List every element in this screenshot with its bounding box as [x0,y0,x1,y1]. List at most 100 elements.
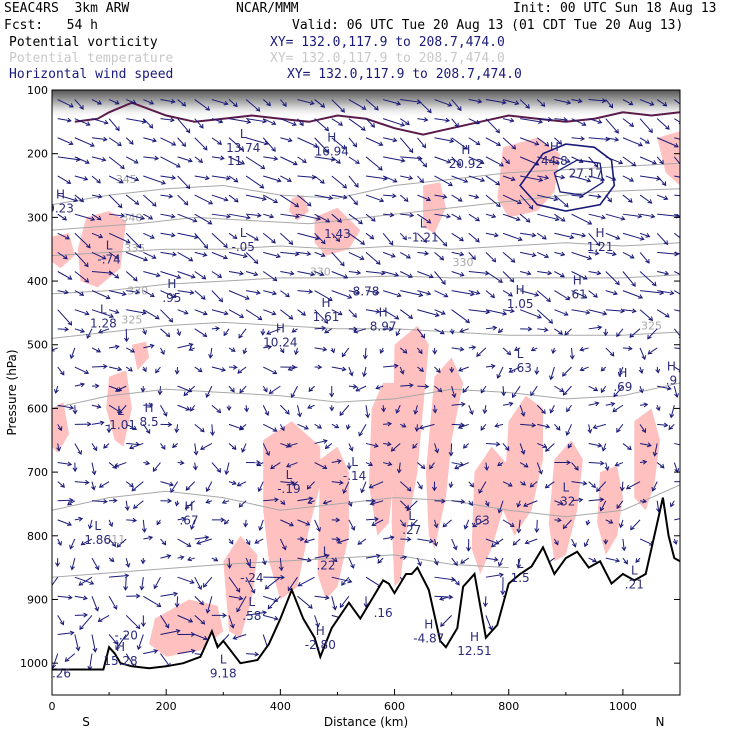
wind-vector [57,499,73,502]
wind-vector-head [626,445,632,451]
wind-vector [228,156,245,165]
wind-vector-head [412,444,417,449]
wind-vector-head [67,521,72,526]
wind-vector-head [308,289,314,295]
wind-vector-head [563,117,568,123]
wind-vector [160,347,165,355]
wind-vector-head [496,373,502,379]
wind-vector-head [578,497,584,503]
wind-vector [571,290,587,299]
wind-vector [554,290,570,301]
wind-vector-head [133,159,139,164]
wind-vector-head [136,645,142,651]
wind-vector [108,290,126,295]
wind-vector [417,271,434,278]
wind-vector-head [544,483,550,489]
wind-vector [228,595,243,600]
wind-vector-head [264,411,270,416]
wind-vector-head [499,162,504,167]
wind-vector-head [184,504,190,510]
x-tick-label: 600 [384,700,405,713]
wind-vector [297,271,315,276]
wind-vector-head [340,107,345,113]
theta-contour-0 [52,162,680,206]
wind-vector-head [422,238,427,243]
wind-vector [478,481,487,494]
wind-vector-head [449,138,455,144]
wind-vector [228,309,244,318]
wind-vector-head [132,425,138,430]
wind-vector-head [102,136,108,142]
wind-vector [530,481,538,488]
wind-vector [458,423,469,429]
wind-vector [485,99,506,104]
wind-vector [554,309,568,316]
wind-vector-head [299,121,304,127]
hl-value-17: .61 [568,288,587,302]
wind-vector [612,404,624,412]
y-axis-label: Pressure (hPa) [5,349,19,435]
wind-vector [451,99,462,111]
wind-vector-head [452,545,458,551]
wind-vector [674,251,680,255]
wind-vector-head [311,174,317,180]
wind-vector-head [66,117,72,123]
wind-vector-head [408,273,413,278]
wind-vector-head [170,213,176,219]
wind-vector-head [204,175,210,181]
wind-vector-head [352,142,358,148]
wind-vector [331,596,336,610]
wind-vector [244,519,247,527]
wind-vector-head [669,502,675,508]
hl-type-28: L [408,509,415,523]
wind-vector [639,137,650,144]
pv-region-16 [548,440,583,562]
hl-value-15: 8.97 [370,319,397,333]
wind-vector [382,271,399,276]
wind-vector-head [615,557,621,563]
wind-vector [485,442,500,445]
wind-vector [616,500,624,509]
y-tick-label: 100 [27,84,48,97]
wind-vector [674,137,680,140]
wind-vector [323,500,332,504]
wind-vector [450,443,453,456]
wind-vector-head [183,391,189,397]
hl-value-28: .27 [402,523,421,537]
wind-vector-head [151,254,157,259]
wind-vector-head [145,429,151,435]
wind-vector [239,500,247,508]
wind-vector-head [528,204,534,210]
wind-vector [416,481,423,490]
wind-vector [502,194,522,205]
wind-vector [143,175,166,185]
wind-vector-head [287,177,292,182]
wind-vector [485,365,495,368]
wind-vector [331,99,345,113]
wind-vector [502,118,514,122]
wind-vector [280,309,293,320]
wind-vector-head [202,145,208,151]
wind-vector-head [439,255,445,261]
wind-vector [194,118,204,129]
wind-vector [279,538,286,550]
hl-value-34: 1.5 [511,571,530,585]
wind-vector-head [361,372,367,378]
wind-vector-head [348,446,354,452]
wind-vector [513,538,521,546]
theta-contour-3 [52,274,680,295]
wind-vector [537,156,560,164]
wind-vector-head [350,563,355,569]
wind-vector-head [526,270,532,276]
wind-vector-head [320,252,326,258]
wind-vector-head [79,625,84,631]
wind-vector [382,309,399,320]
wind-vector [211,462,221,473]
wind-vector-head [388,240,394,246]
pv-region-21 [52,402,70,453]
wind-vector-head [669,290,675,296]
wind-vector-head [426,218,432,224]
wind-vector [364,347,367,359]
wind-vector-head [149,100,155,105]
wind-vector-head [84,278,90,283]
